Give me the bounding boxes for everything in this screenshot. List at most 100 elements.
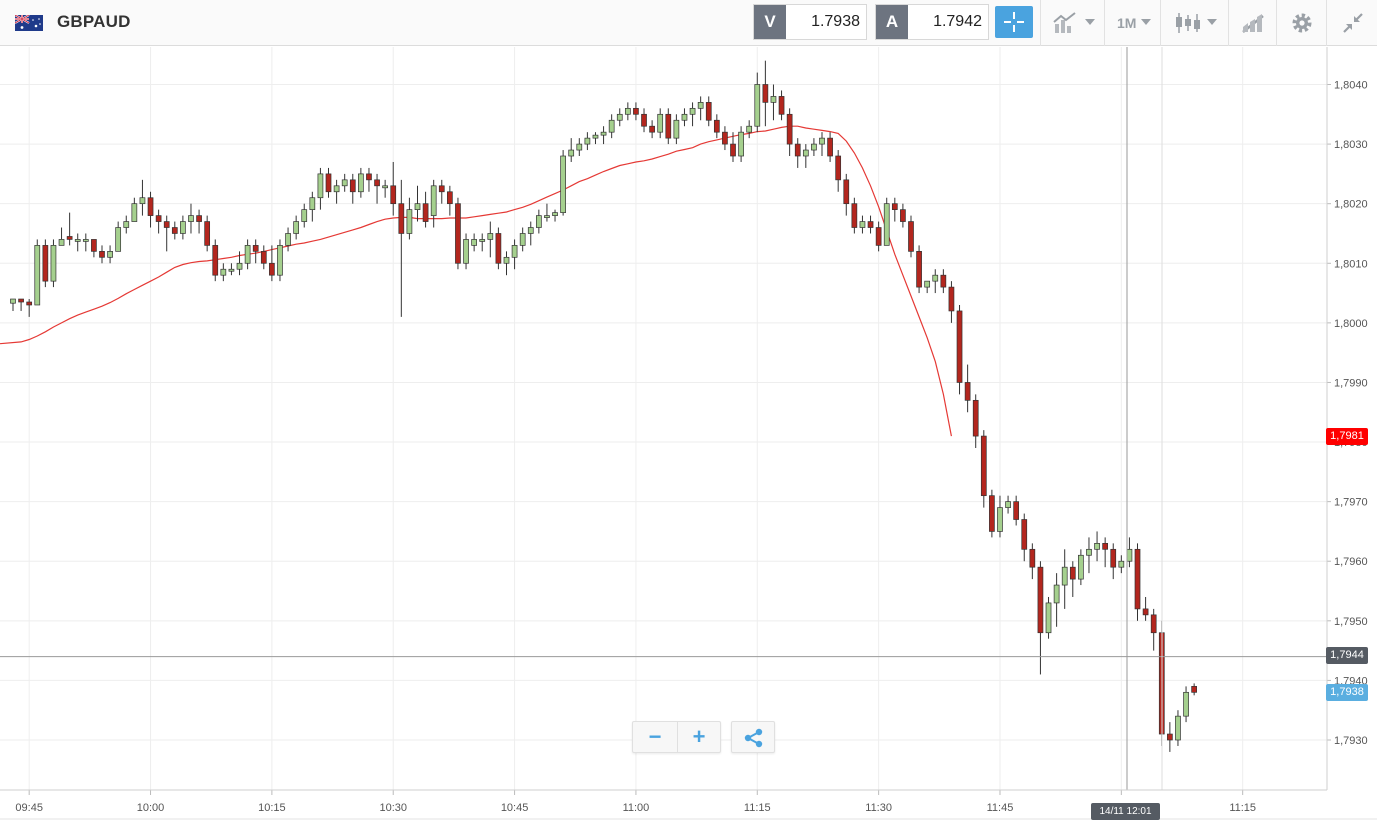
candle bbox=[1134, 543, 1141, 621]
candle-body bbox=[188, 215, 194, 222]
candle bbox=[422, 191, 429, 228]
candle-body bbox=[260, 251, 267, 264]
candle-body bbox=[317, 173, 324, 199]
candle bbox=[997, 495, 1003, 538]
candle bbox=[18, 298, 24, 311]
candle bbox=[867, 215, 874, 234]
candle-body bbox=[754, 84, 761, 127]
candle bbox=[382, 179, 388, 198]
candle bbox=[309, 191, 316, 222]
candle bbox=[503, 251, 510, 276]
candle bbox=[1061, 549, 1068, 609]
candle bbox=[1183, 686, 1189, 723]
chart-type-caret-icon bbox=[1207, 19, 1217, 25]
candle bbox=[66, 212, 73, 246]
candle bbox=[608, 114, 615, 139]
candle-body bbox=[592, 134, 599, 139]
candle-body bbox=[438, 185, 445, 193]
gbp-aud-flag-icon bbox=[15, 15, 43, 31]
candle bbox=[1021, 513, 1028, 562]
crosshair-time-tag: 14/11 12:01 bbox=[1091, 803, 1160, 820]
candle bbox=[374, 173, 380, 204]
candle bbox=[390, 161, 397, 216]
indicators-button[interactable] bbox=[1040, 0, 1104, 46]
candle-body bbox=[1078, 554, 1084, 580]
candle bbox=[1126, 537, 1133, 568]
candle bbox=[1191, 683, 1197, 696]
candle bbox=[430, 179, 437, 228]
bid-label: V bbox=[754, 5, 786, 39]
collapse-button[interactable] bbox=[1326, 0, 1377, 46]
candle bbox=[155, 209, 162, 234]
candle bbox=[196, 209, 202, 234]
candle bbox=[277, 239, 283, 282]
candle bbox=[827, 132, 833, 162]
candle-body bbox=[1175, 715, 1181, 741]
share-button[interactable] bbox=[731, 721, 775, 753]
candle-body bbox=[82, 239, 89, 242]
timeframe-caret-icon bbox=[1141, 19, 1151, 25]
candle bbox=[1037, 561, 1044, 675]
candle-body bbox=[1110, 548, 1117, 568]
x-tick-label: 10:15 bbox=[258, 802, 286, 814]
candle bbox=[204, 215, 211, 252]
candle bbox=[220, 263, 227, 282]
candle-body bbox=[713, 119, 720, 133]
candle-body bbox=[900, 209, 906, 222]
candle-body bbox=[123, 221, 130, 228]
candle-body bbox=[786, 113, 793, 145]
candle-body bbox=[495, 233, 502, 264]
candle-body bbox=[576, 143, 583, 151]
candle-body bbox=[10, 298, 16, 304]
settings-button[interactable] bbox=[1276, 0, 1326, 46]
candle bbox=[989, 489, 995, 538]
candle-body bbox=[285, 233, 291, 246]
timeframe-selector[interactable]: 1M bbox=[1104, 0, 1160, 46]
candle-body bbox=[390, 185, 397, 205]
candle bbox=[293, 215, 299, 240]
candle-body bbox=[730, 143, 736, 157]
timeframe-label: 1M bbox=[1117, 15, 1137, 31]
candle bbox=[1150, 608, 1157, 651]
zoom-in-button[interactable]: + bbox=[692, 724, 706, 749]
candle bbox=[568, 138, 575, 162]
candlestick-icon bbox=[1176, 13, 1200, 33]
candle bbox=[916, 245, 922, 294]
candle bbox=[163, 215, 170, 252]
candlestick-chart[interactable]: 1,8040 1,8030 1,8020 1,8010 1,8000 1,7990 1,79… bbox=[0, 46, 1377, 823]
crosshair-button[interactable] bbox=[995, 6, 1033, 38]
zoom-out-button[interactable]: − bbox=[633, 722, 678, 752]
candle bbox=[980, 430, 987, 508]
bid-value: 1.7938 bbox=[811, 13, 860, 30]
candle-body bbox=[972, 399, 979, 437]
candle-body bbox=[584, 137, 591, 145]
bid-quote[interactable]: V 1.7938 bbox=[753, 4, 867, 40]
candle bbox=[956, 304, 963, 395]
candle-body bbox=[1126, 548, 1133, 562]
drawing-tools-button[interactable] bbox=[1228, 0, 1276, 46]
y-tick-label: 1,8010 bbox=[1334, 258, 1368, 270]
candle-body bbox=[171, 227, 178, 234]
candle-body bbox=[673, 119, 680, 139]
candle bbox=[147, 191, 154, 228]
candle bbox=[511, 239, 518, 270]
candle bbox=[487, 221, 494, 258]
candle-body bbox=[527, 227, 534, 234]
candle bbox=[366, 167, 372, 192]
candle bbox=[681, 108, 688, 127]
candle-body bbox=[204, 221, 211, 246]
candle-body bbox=[1037, 566, 1044, 634]
candle bbox=[1110, 543, 1117, 580]
chart-type-button[interactable] bbox=[1160, 0, 1228, 46]
candle bbox=[665, 108, 672, 145]
candle bbox=[738, 126, 744, 162]
candle-body bbox=[115, 227, 122, 252]
candle bbox=[447, 185, 453, 216]
ask-quote[interactable]: A 1.7942 bbox=[875, 4, 989, 40]
candle-body bbox=[1167, 733, 1173, 741]
candle-body bbox=[252, 245, 259, 252]
candle bbox=[301, 203, 308, 228]
candle bbox=[1118, 555, 1125, 574]
candle bbox=[770, 84, 777, 121]
x-tick-label: 10:30 bbox=[379, 802, 407, 814]
